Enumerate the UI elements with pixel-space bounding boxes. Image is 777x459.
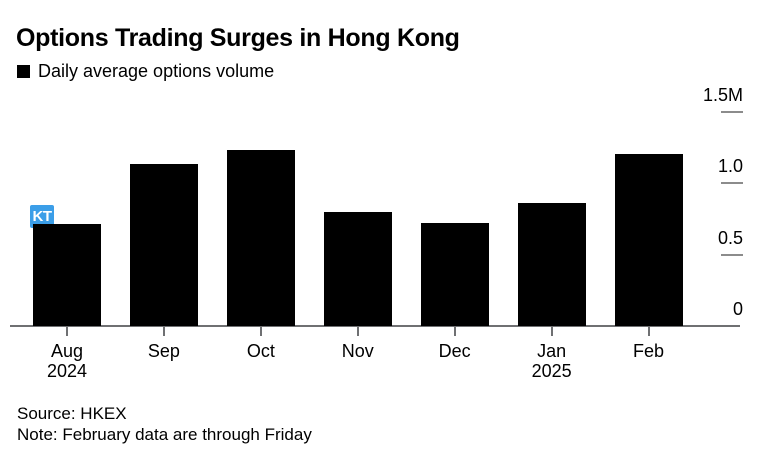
chart-title: Options Trading Surges in Hong Kong [16,24,460,52]
x-tick-mark-jan-2025 [550,327,553,336]
footer-notes: Source: HKEX Note: February data are thr… [17,403,312,445]
kt-cursor-badge: KT [30,205,54,228]
legend-swatch-icon [17,64,30,78]
x-axis-line [10,325,740,327]
x-tick-label-dec: Dec [438,341,471,361]
y-tick-dash-1.0 [721,182,743,184]
x-tick-label-oct: Oct [246,341,275,361]
bar-aug-2024 [33,224,101,326]
note-text: Note: February data are through Friday [17,425,312,444]
y-tick-label-0.5: 0.5 [717,227,743,248]
bar-nov [323,211,392,326]
bar-feb [614,154,683,326]
x-tick-mark-feb [647,327,650,336]
y-tick-label-0: 0 [732,299,743,319]
x-tick-mark-aug-2024 [66,327,68,336]
y-tick-dash-0.5 [721,253,743,256]
x-tick-mark-nov [356,327,359,336]
x-tick-mark-dec [453,327,456,336]
x-tick-label-nov: Nov [341,341,374,361]
bar-dec [420,223,489,326]
bar-jan-2025 [517,203,586,326]
legend-label: Daily average options volume [38,61,275,81]
x-tick-mark-oct [259,327,262,336]
bar-oct [226,150,295,326]
source-text: Source: HKEX [17,404,127,423]
y-tick-label-1.0: 1.0 [717,156,743,176]
y-tick-label-1.5m: 1.5M [702,84,743,105]
x-tick-label-feb: Feb [633,341,665,361]
x-tick-label-jan-2025: Jan 2025 [531,341,572,381]
x-tick-label-sep: Sep [147,341,180,361]
legend: Daily average options volume [17,62,274,80]
x-tick-label-aug-2024: Aug 2024 [46,341,88,381]
x-tick-mark-sep [162,327,165,336]
bar-sep [129,164,198,326]
y-tick-dash-1.5m [721,110,743,113]
